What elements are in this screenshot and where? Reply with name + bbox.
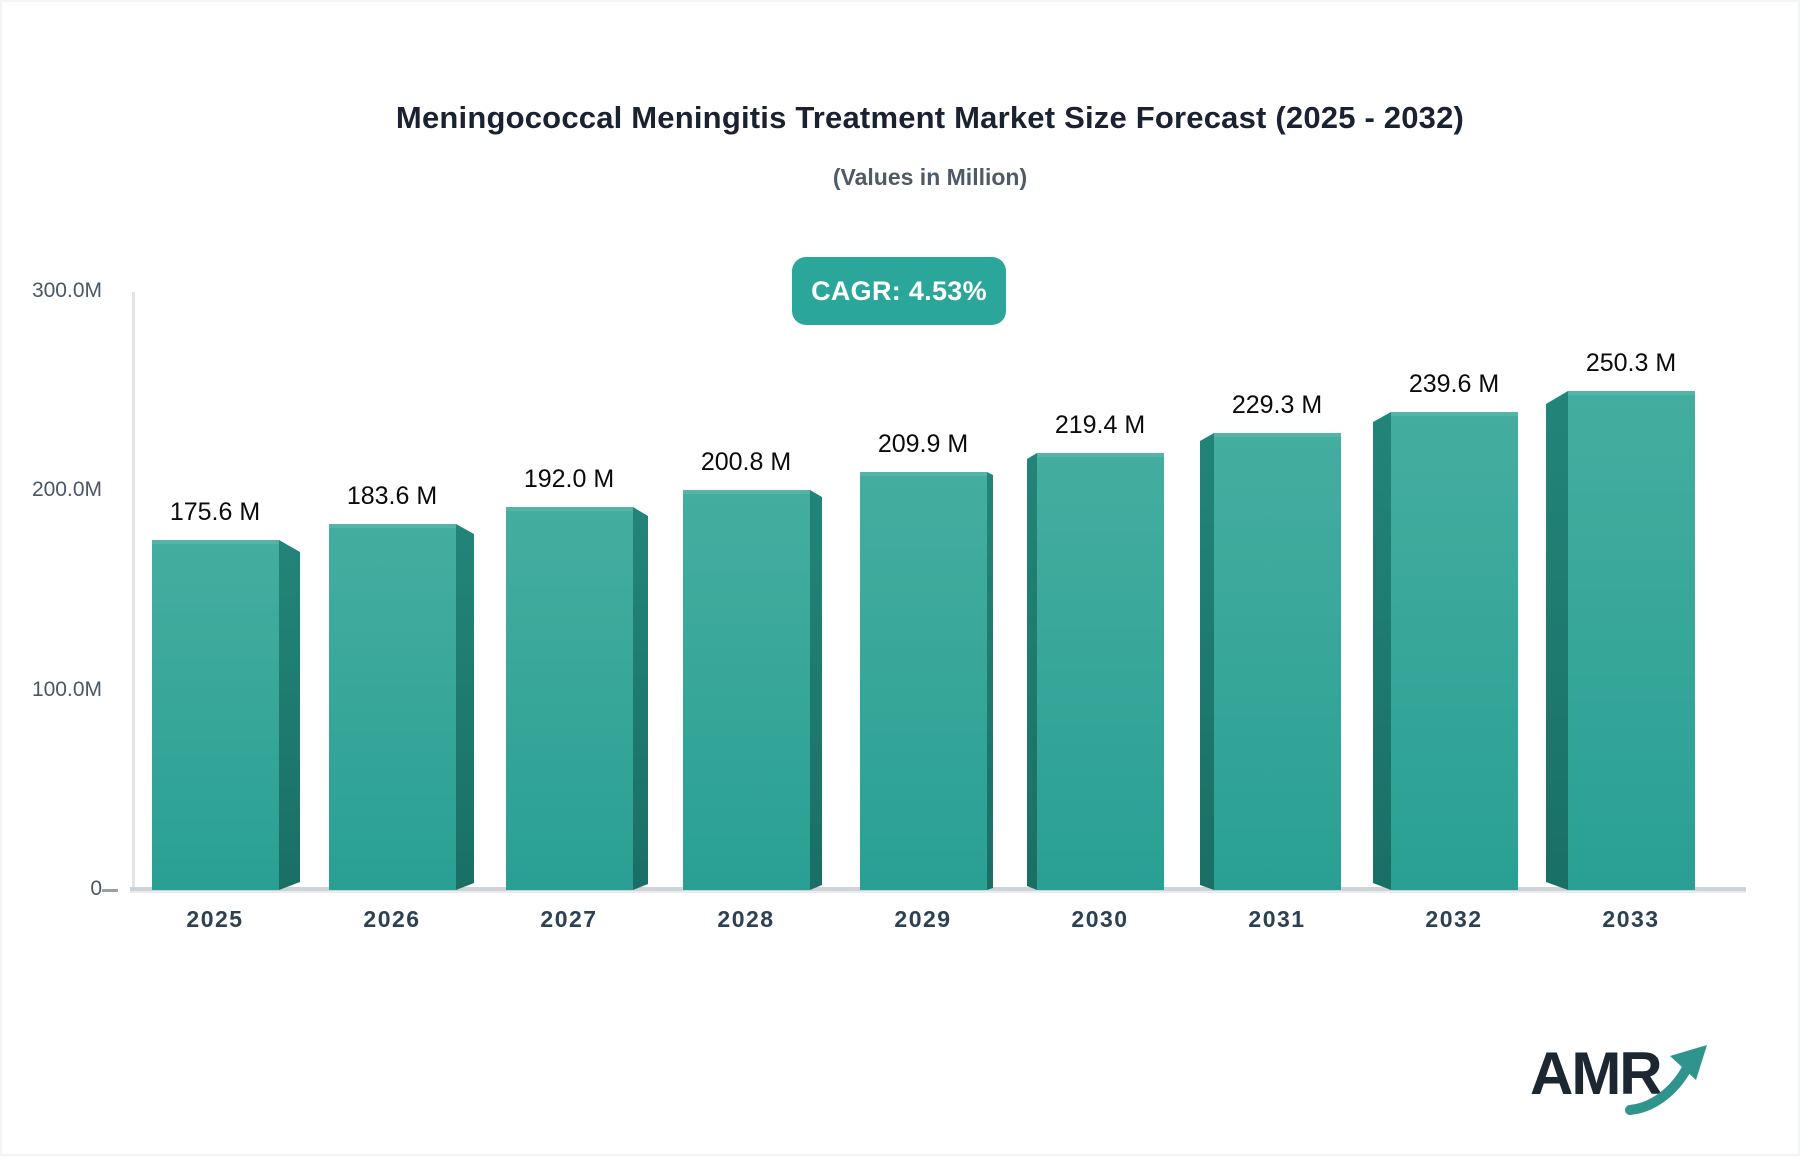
x-axis-label-2033: 2033 bbox=[1602, 906, 1660, 932]
bar-2025 bbox=[152, 540, 279, 890]
bar-value-label: 183.6 M bbox=[346, 482, 438, 510]
bar-3d-side bbox=[633, 507, 648, 890]
bar-2033 bbox=[1568, 391, 1695, 890]
x-axis-label-2029: 2029 bbox=[894, 906, 952, 932]
logo-arrow-head-icon bbox=[1670, 1045, 1707, 1080]
bar-value-label: 250.3 M bbox=[1585, 349, 1677, 377]
amr-logo-text: AMR bbox=[1530, 1040, 1662, 1107]
bar-value-label: 175.6 M bbox=[169, 498, 261, 526]
logo-arrow-swoosh bbox=[1625, 1063, 1692, 1115]
x-axis-label-2030: 2030 bbox=[1071, 906, 1129, 932]
bar-2026 bbox=[329, 524, 456, 890]
bar-2028 bbox=[683, 490, 810, 890]
x-axis-label-2026: 2026 bbox=[363, 906, 421, 932]
page-title: Meningococcal Meningitis Treatment Marke… bbox=[395, 100, 1465, 135]
bar-value-label: 239.6 M bbox=[1408, 370, 1500, 398]
y-axis-tick-label: 100.0M bbox=[31, 677, 102, 701]
bar-value-label: 209.9 M bbox=[877, 430, 969, 458]
y-axis-tick-label: 300.0M bbox=[31, 279, 102, 302]
bar-3d-side bbox=[1200, 433, 1214, 890]
bar-2031 bbox=[1214, 433, 1341, 890]
bar-value-label: 229.3 M bbox=[1231, 391, 1323, 419]
bar-value-label: 192.0 M bbox=[523, 465, 615, 493]
bar-3d-side bbox=[1546, 391, 1568, 890]
amr-logo: AMR bbox=[1530, 1032, 1720, 1118]
bar-3d-side bbox=[987, 472, 993, 890]
x-axis-baseline bbox=[130, 887, 1746, 893]
bar-2027 bbox=[506, 507, 633, 890]
bar-3d-side bbox=[810, 490, 822, 890]
bar-3d-side bbox=[456, 524, 474, 890]
bar-3d-side bbox=[1027, 453, 1037, 890]
bar-value-label: 219.4 M bbox=[1054, 411, 1146, 439]
y-axis-line bbox=[132, 292, 135, 890]
chart-subtitle: (Values in Million) bbox=[832, 164, 1028, 190]
y-axis-tick-label: 200.0M bbox=[31, 478, 102, 502]
bar-value-label: 200.8 M bbox=[700, 448, 792, 476]
x-axis-label-2031: 2031 bbox=[1248, 906, 1306, 932]
cagr-badge-label: CAGR: 4.53% bbox=[811, 275, 987, 306]
bar-2032 bbox=[1391, 412, 1518, 890]
x-axis-label-2032: 2032 bbox=[1425, 906, 1483, 932]
x-axis-label-2025: 2025 bbox=[186, 906, 244, 932]
y-axis-zero-tick-dash bbox=[102, 889, 118, 892]
bar-2030 bbox=[1037, 453, 1164, 890]
bar-2029 bbox=[860, 472, 987, 890]
bar-3d-side bbox=[279, 540, 300, 890]
y-axis-tick-label: 0 bbox=[90, 877, 102, 900]
cagr-badge: CAGR: 4.53% bbox=[792, 257, 1006, 325]
x-axis-label-2028: 2028 bbox=[717, 906, 775, 932]
bar-3d-side bbox=[1373, 412, 1391, 890]
x-axis-label-2027: 2027 bbox=[540, 906, 598, 932]
